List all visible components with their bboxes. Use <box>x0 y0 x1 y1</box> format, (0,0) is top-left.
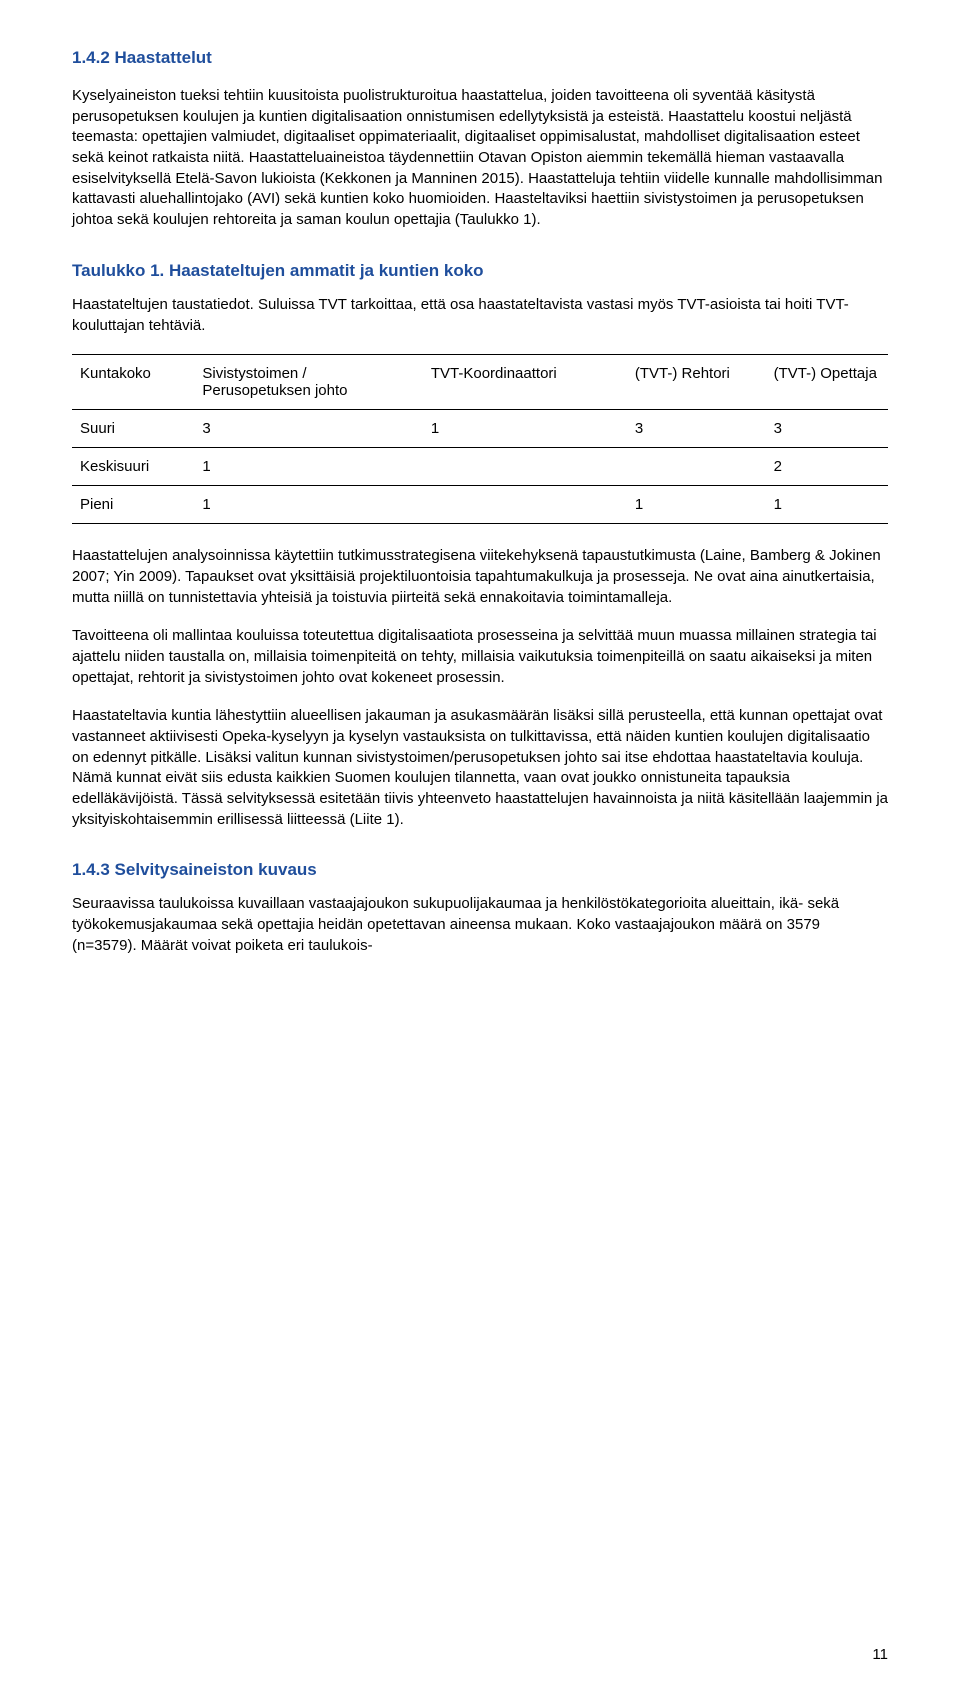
section-heading-1-4-2: 1.4.2 Haastattelut <box>72 48 888 68</box>
table-caption: Haastateltujen taustatiedot. Suluissa TV… <box>72 295 888 336</box>
table-cell <box>423 448 627 486</box>
section-heading-1-4-3: 1.4.3 Selvitysaineiston kuvaus <box>72 860 888 880</box>
table-header-cell: TVT-Koordinaattori <box>423 355 627 410</box>
table-title: Taulukko 1. Haastateltujen ammatit ja ku… <box>72 261 888 281</box>
table-row: Keskisuuri 1 2 <box>72 448 888 486</box>
table-header-cell: Sivistystoimen / Perusopetuksen johto <box>194 355 422 410</box>
interview-table: Kuntakoko Sivistystoimen / Perusopetukse… <box>72 354 888 524</box>
table-header-row: Kuntakoko Sivistystoimen / Perusopetukse… <box>72 355 888 410</box>
table-cell: Keskisuuri <box>72 448 194 486</box>
table-cell: Pieni <box>72 486 194 524</box>
paragraph-analysis-2: Tavoitteena oli mallintaa kouluissa tote… <box>72 626 888 688</box>
table-cell: 1 <box>627 486 766 524</box>
table-header-cell: (TVT-) Opettaja <box>766 355 888 410</box>
table-cell: 1 <box>766 486 888 524</box>
table-cell: 3 <box>194 410 422 448</box>
table-row: Suuri 3 1 3 3 <box>72 410 888 448</box>
paragraph-analysis-3: Haastateltavia kuntia lähestyttiin aluee… <box>72 706 888 830</box>
table-cell: 1 <box>423 410 627 448</box>
table-cell: 3 <box>766 410 888 448</box>
table-header-cell: (TVT-) Rehtori <box>627 355 766 410</box>
table-cell: 1 <box>194 448 422 486</box>
table-header-cell: Kuntakoko <box>72 355 194 410</box>
page-number: 11 <box>872 1646 888 1663</box>
paragraph-data-desc: Seuraavissa taulukoissa kuvaillaan vasta… <box>72 894 888 956</box>
table-row: Pieni 1 1 1 <box>72 486 888 524</box>
paragraph-analysis-1: Haastattelujen analysoinnissa käytettiin… <box>72 546 888 608</box>
table-cell: 1 <box>194 486 422 524</box>
paragraph-intro: Kyselyaineiston tueksi tehtiin kuusitois… <box>72 86 888 231</box>
table-cell: Suuri <box>72 410 194 448</box>
table-cell <box>627 448 766 486</box>
table-cell: 2 <box>766 448 888 486</box>
document-page: 1.4.2 Haastattelut Kyselyaineiston tueks… <box>0 0 960 1691</box>
table-cell <box>423 486 627 524</box>
table-cell: 3 <box>627 410 766 448</box>
